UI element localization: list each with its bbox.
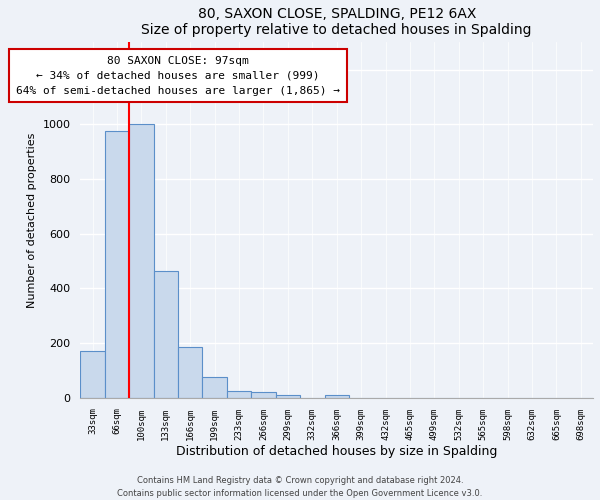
Text: 80 SAXON CLOSE: 97sqm
← 34% of detached houses are smaller (999)
64% of semi-det: 80 SAXON CLOSE: 97sqm ← 34% of detached … xyxy=(16,56,340,96)
Bar xyxy=(275,395,300,398)
Bar xyxy=(227,390,251,398)
Bar xyxy=(251,392,275,398)
Bar xyxy=(105,131,129,398)
Bar xyxy=(80,351,105,398)
Title: 80, SAXON CLOSE, SPALDING, PE12 6AX
Size of property relative to detached houses: 80, SAXON CLOSE, SPALDING, PE12 6AX Size… xyxy=(142,7,532,37)
Y-axis label: Number of detached properties: Number of detached properties xyxy=(27,132,37,308)
Bar xyxy=(178,347,202,398)
Bar xyxy=(325,395,349,398)
Bar xyxy=(129,124,154,398)
Bar xyxy=(154,270,178,398)
X-axis label: Distribution of detached houses by size in Spalding: Distribution of detached houses by size … xyxy=(176,445,497,458)
Bar xyxy=(202,377,227,398)
Text: Contains HM Land Registry data © Crown copyright and database right 2024.
Contai: Contains HM Land Registry data © Crown c… xyxy=(118,476,482,498)
